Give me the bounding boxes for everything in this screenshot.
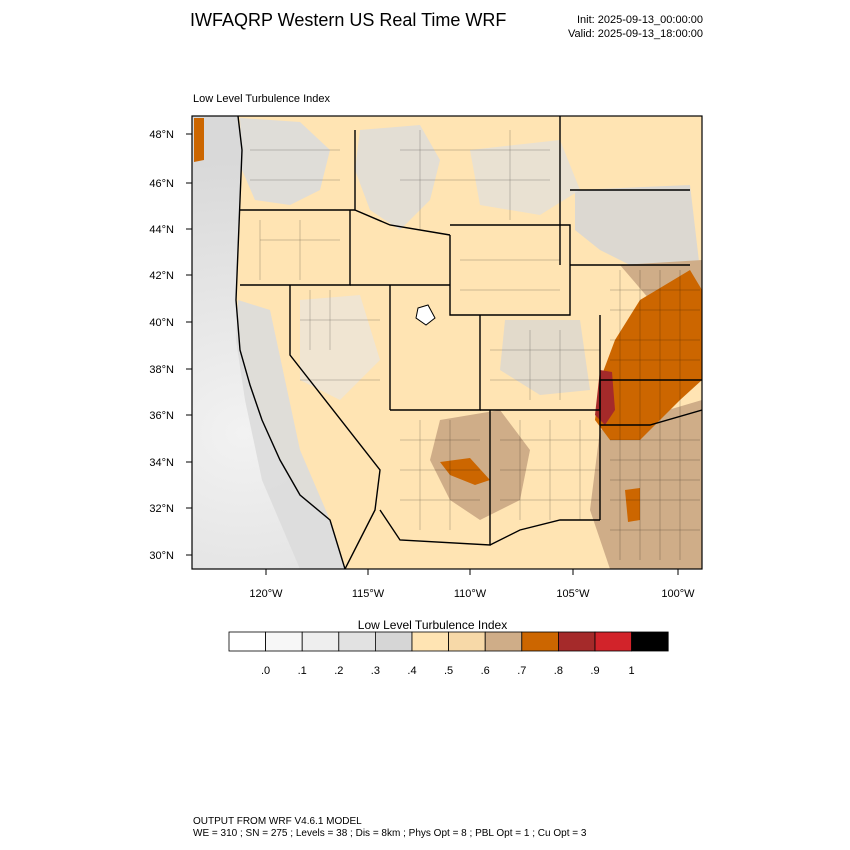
- lat-label-32: 32°N: [149, 503, 174, 515]
- lat-label-44: 44°N: [149, 224, 174, 236]
- lat-label-42: 42°N: [149, 270, 174, 282]
- colorbar-box: [521, 631, 559, 652]
- colorbar-box: [228, 631, 266, 652]
- colorbar-box: [411, 631, 449, 652]
- region-low-dakotas: [575, 185, 700, 270]
- colorbar-label: .6: [481, 665, 490, 677]
- footer-config-line: WE = 310 ; SN = 275 ; Levels = 38 ; Dis …: [193, 828, 587, 839]
- main-title: IWFAQRP Western US Real Time WRF: [190, 10, 507, 30]
- great-salt-lake: [415, 304, 436, 326]
- region-moderate-newmexico: [430, 410, 530, 520]
- lon-axis: 120°W 115°W 110°W 105°W 100°W: [249, 569, 695, 600]
- region-high-texas: [625, 488, 640, 522]
- init-time: Init: 2025-09-13_00:00:00: [577, 14, 703, 26]
- colorbar-box: [594, 631, 632, 652]
- lon-label-110: 110°W: [454, 588, 487, 600]
- region-low-montana: [470, 140, 580, 215]
- lat-label-40: 40°N: [149, 317, 174, 329]
- region-low-colorado: [500, 320, 590, 395]
- county-grid: [250, 130, 700, 560]
- region-low-california: [236, 300, 345, 569]
- lon-label-115: 115°W: [352, 588, 385, 600]
- colorbar-box: [631, 631, 669, 652]
- region-high-kansas: [595, 270, 702, 440]
- region-moderate-texas: [590, 400, 702, 569]
- lon-label-120: 120°W: [249, 588, 283, 600]
- colorbar-box: [374, 631, 413, 652]
- colorbar-label: .2: [334, 665, 343, 677]
- lat-label-46: 46°N: [149, 178, 174, 190]
- region-high-newmexico: [440, 458, 490, 485]
- colorbar-label: .9: [590, 665, 599, 677]
- colorbar-label: .8: [554, 665, 563, 677]
- plot-field-label: Low Level Turbulence Index: [193, 93, 330, 105]
- lat-label-36: 36°N: [149, 410, 174, 422]
- colorbar-title: Low Level Turbulence Index: [357, 618, 508, 632]
- lat-label-48: 48°N: [149, 129, 174, 141]
- region-low-nevada: [300, 295, 380, 400]
- map-area: [192, 116, 702, 569]
- map-frame: [191, 115, 703, 570]
- colorbar-box: [448, 631, 486, 652]
- colorbar-label: .4: [407, 665, 416, 677]
- lon-label-105: 105°W: [556, 588, 590, 600]
- valid-time: Valid: 2025-09-13_18:00:00: [568, 28, 703, 40]
- colorbar-box: [484, 631, 523, 652]
- colorbar: [228, 631, 669, 652]
- lat-axis: 48°N 46°N 44°N 42°N 40°N 38°N 36°N 34°N …: [149, 129, 192, 562]
- colorbar-label: .7: [517, 665, 526, 677]
- region-low-idaho: [355, 125, 440, 230]
- colorbar-box: [338, 631, 376, 652]
- colorbar-label: .0: [261, 665, 270, 677]
- colorbar-box: [558, 631, 596, 652]
- colorbar-labels: .0 .1 .2 .3 .4 .5 .6 .7 .8 .9 1: [261, 665, 635, 677]
- region-low-north: [240, 118, 330, 205]
- region-peak-coast: [194, 118, 204, 162]
- colorbar-box: [265, 631, 303, 652]
- lon-label-100: 100°W: [661, 588, 695, 600]
- colorbar-label: .1: [298, 665, 307, 677]
- colorbar-box: [301, 631, 340, 652]
- colorbar-label: .5: [444, 665, 453, 677]
- lat-label-34: 34°N: [149, 457, 174, 469]
- footer-model-line: OUTPUT FROM WRF V4.6.1 MODEL: [193, 816, 362, 827]
- lat-label-30: 30°N: [149, 550, 174, 562]
- colorbar-label: 1: [629, 665, 635, 677]
- colorbar-label: .3: [371, 665, 380, 677]
- lat-label-38: 38°N: [149, 364, 174, 376]
